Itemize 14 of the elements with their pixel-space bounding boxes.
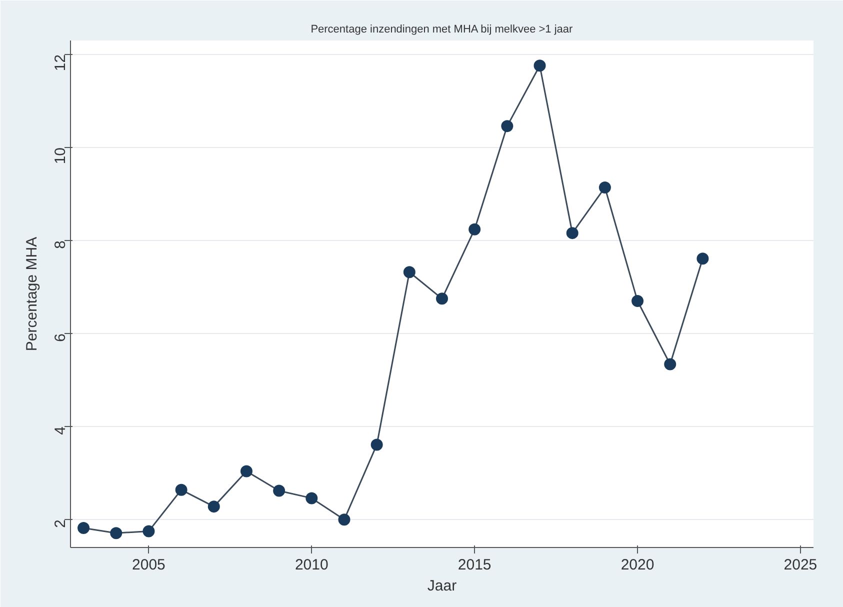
x-tick-label: 2025 — [784, 556, 818, 574]
y-tick-label: 10 — [52, 147, 69, 164]
y-tick-label: 2 — [52, 520, 69, 528]
x-axis-title: Jaar — [427, 578, 457, 594]
x-tick-label: 2005 — [132, 556, 166, 574]
x-tick-label: 2020 — [620, 556, 654, 574]
y-tick-label: 12 — [52, 54, 69, 72]
y-tick-label: 4 — [52, 426, 69, 435]
x-tick-label: 2010 — [294, 556, 328, 574]
y-tick-label: 8 — [52, 240, 69, 249]
y-tick-label: 6 — [52, 334, 69, 342]
chart-title: Percentage inzendingen met MHA bij melkvee >1 jaar — [310, 24, 574, 36]
y-axis-title: Percentage MHA — [24, 236, 40, 352]
x-tick-label: 2015 — [458, 556, 492, 574]
